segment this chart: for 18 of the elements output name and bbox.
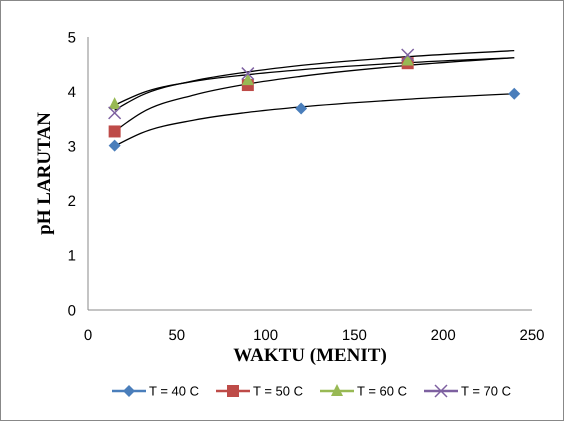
x-tick-label: 50 xyxy=(168,327,186,344)
legend-label: T = 40 C xyxy=(149,384,199,399)
x-axis-title: WAKTU (MENIT) xyxy=(233,345,387,366)
y-tick-label: 3 xyxy=(68,138,76,156)
legend-label: T = 60 C xyxy=(357,384,407,399)
x-tick-label: 0 xyxy=(84,327,92,344)
x-tick-label: 250 xyxy=(519,327,545,344)
x-tick-label: 100 xyxy=(253,327,278,344)
y-axis-title: pH LARUTAN xyxy=(34,112,55,235)
legend-label: T = 70 C xyxy=(461,384,511,399)
x-tick-label: 200 xyxy=(430,327,456,344)
y-tick-label: 4 xyxy=(68,84,76,101)
y-tick-label: 2 xyxy=(68,193,76,210)
y-tick-label: 0 xyxy=(68,302,76,320)
legend-label: T = 50 C xyxy=(253,384,303,399)
x-tick-label: 150 xyxy=(342,327,367,344)
y-tick-label: 1 xyxy=(68,248,76,265)
y-tick-label: 5 xyxy=(68,29,76,46)
